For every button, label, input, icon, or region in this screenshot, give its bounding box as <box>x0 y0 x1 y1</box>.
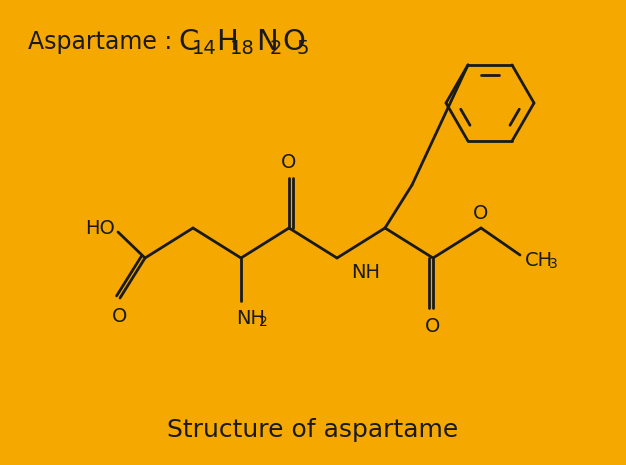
Text: NH: NH <box>351 263 380 281</box>
Text: O: O <box>425 317 441 336</box>
Text: O: O <box>281 153 297 172</box>
Text: Structure of aspartame: Structure of aspartame <box>167 418 459 442</box>
Text: 2: 2 <box>259 315 268 329</box>
Text: CH: CH <box>525 251 553 270</box>
Text: 3: 3 <box>549 257 558 271</box>
Text: 18: 18 <box>230 40 255 59</box>
Text: N: N <box>256 28 278 56</box>
Text: HO: HO <box>85 219 115 238</box>
Text: C: C <box>178 28 198 56</box>
Text: O: O <box>282 28 305 56</box>
Text: 2: 2 <box>270 40 282 59</box>
Text: 14: 14 <box>192 40 217 59</box>
Text: 5: 5 <box>296 40 309 59</box>
Text: O: O <box>473 204 489 222</box>
Text: H: H <box>216 28 238 56</box>
Text: Aspartame :: Aspartame : <box>28 30 180 54</box>
Text: NH: NH <box>236 308 265 327</box>
Text: O: O <box>112 306 128 325</box>
